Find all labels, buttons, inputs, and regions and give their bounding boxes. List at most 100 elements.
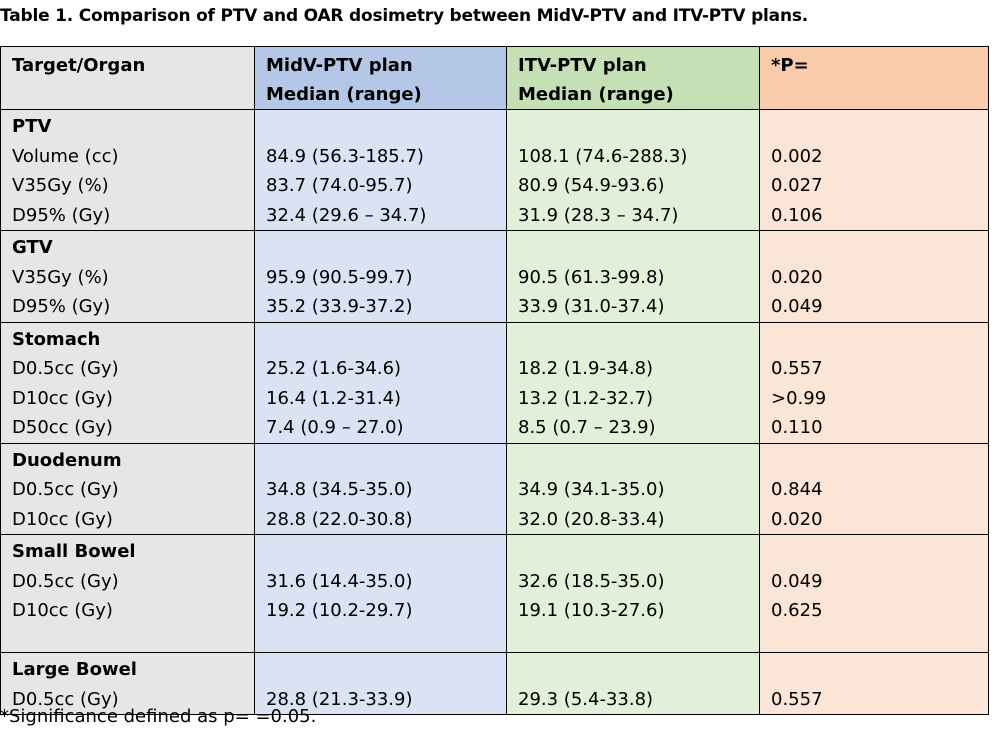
organ-value: D50cc (Gy) xyxy=(12,417,113,438)
dosimetry-table: Target/Organ MidV-PTV plan Median (range… xyxy=(0,46,989,715)
itv-value: 18.2 (1.9-34.8) xyxy=(518,358,654,379)
midv-cell: 31.6 (14.4-35.0) 19.2 (10.2-29.7) xyxy=(254,534,507,653)
group-spacer xyxy=(266,325,506,355)
itv-value: 34.9 (34.1-35.0) xyxy=(518,479,665,500)
midv-value: 16.4 (1.2-31.4) xyxy=(266,387,402,409)
table-row: Stomach D0.5cc (Gy) D10cc (Gy) D50cc (Gy) 25… xyxy=(0,321,989,444)
p-value-value: 0.027 xyxy=(771,175,823,196)
header-itv: ITV-PTV plan Median (range) xyxy=(506,46,760,110)
organ-value: D10cc (Gy) xyxy=(12,387,113,409)
group-spacer xyxy=(518,655,759,685)
group-spacer xyxy=(771,446,988,476)
group-spacer xyxy=(771,233,988,263)
p-value-cell: 0.557 >0.99 0.110 xyxy=(759,321,989,444)
group-spacer xyxy=(518,446,759,476)
header-itv-title: ITV-PTV plan xyxy=(518,55,647,76)
p-value-cell: 0.049 0.625 xyxy=(759,534,989,653)
header-midv: MidV-PTV plan Median (range) xyxy=(254,46,507,110)
table-row: PTV Volume (cc) V35Gy (%) D95% (Gy) 84.9 (56… xyxy=(0,109,989,231)
organ-cell: GTV V35Gy (%) D95% (Gy) xyxy=(0,230,255,323)
group-spacer xyxy=(771,655,988,685)
group-name: Duodenum xyxy=(12,449,122,471)
header-target: Target/Organ xyxy=(0,46,255,110)
group-name: Stomach xyxy=(12,328,101,350)
header-target-label: Target/Organ xyxy=(12,55,146,76)
header-row: Target/Organ MidV-PTV plan Median (range… xyxy=(0,46,989,110)
p-value-cell: 0.844 0.020 xyxy=(759,442,989,535)
p-value-value: 0.625 xyxy=(771,600,823,621)
itv-cell: 29.3 (5.4-33.8) xyxy=(506,652,760,715)
group-spacer xyxy=(266,655,506,685)
midv-value: 34.8 (34.5-35.0) xyxy=(266,479,413,500)
midv-value: 28.8 (21.3-33.9) xyxy=(266,688,413,710)
organ-value: D0.5cc (Gy) xyxy=(12,358,119,379)
group-name: Large Bowel xyxy=(12,659,137,680)
midv-value: 28.8 (22.0-30.8) xyxy=(266,508,413,530)
itv-value: 90.5 (61.3-99.8) xyxy=(518,266,665,288)
midv-value: 25.2 (1.6-34.6) xyxy=(266,358,402,379)
itv-value: 32.6 (18.5-35.0) xyxy=(518,570,665,592)
organ-cell: Large Bowel D0.5cc (Gy) xyxy=(0,652,255,715)
midv-value: 31.6 (14.4-35.0) xyxy=(266,570,413,592)
midv-cell: 25.2 (1.6-34.6) 16.4 (1.2-31.4) 7.4 (0.9 –… xyxy=(254,321,507,444)
itv-value: 108.1 (74.6-288.3) xyxy=(518,145,688,167)
organ-value: V35Gy (%) xyxy=(12,175,109,196)
itv-cell: 18.2 (1.9-34.8) 13.2 (1.2-32.7) 8.5 (0.7 –… xyxy=(506,321,760,444)
itv-value: 19.1 (10.3-27.6) xyxy=(518,600,665,621)
p-value-value: 0.020 xyxy=(771,508,823,530)
p-value-cell: 0.020 0.049 xyxy=(759,230,989,323)
table-row: Duodenum D0.5cc (Gy) D10cc (Gy) 34.8 (34.5-… xyxy=(0,442,989,535)
p-value-value: 0.020 xyxy=(771,266,823,288)
p-value-value: 0.002 xyxy=(771,145,823,167)
itv-cell: 34.9 (34.1-35.0) 32.0 (20.8-33.4) xyxy=(506,442,760,535)
organ-value: D0.5cc (Gy) xyxy=(12,688,119,710)
midv-cell: 34.8 (34.5-35.0) 28.8 (22.0-30.8) xyxy=(254,442,507,535)
p-value-value: 0.049 xyxy=(771,296,823,317)
itv-value: 32.0 (20.8-33.4) xyxy=(518,508,665,530)
p-value-value: 0.557 xyxy=(771,688,823,710)
midv-value: 95.9 (90.5-99.7) xyxy=(266,266,413,288)
midv-cell: 28.8 (21.3-33.9) xyxy=(254,652,507,715)
midv-value: 32.4 (29.6 – 34.7) xyxy=(266,204,427,226)
midv-value: 83.7 (74.0-95.7) xyxy=(266,175,413,196)
footnote: *Significance defined as p= =0.05. xyxy=(0,706,317,727)
itv-cell: 108.1 (74.6-288.3) 80.9 (54.9-93.6) 31.9 (… xyxy=(506,109,760,231)
itv-value: 13.2 (1.2-32.7) xyxy=(518,387,654,409)
table-row: Small Bowel D0.5cc (Gy) D10cc (Gy) 31.6 (14… xyxy=(0,534,989,653)
organ-value: D10cc (Gy) xyxy=(12,600,113,621)
p-value-cell: 0.557 xyxy=(759,652,989,715)
midv-value: 35.2 (33.9-37.2) xyxy=(266,296,413,317)
table-row: Large Bowel D0.5cc (Gy) 28.8 (21.3-33.9) 29… xyxy=(0,652,989,715)
group-name: GTV xyxy=(12,237,53,258)
p-value-value: 0.106 xyxy=(771,204,823,226)
itv-value: 80.9 (54.9-93.6) xyxy=(518,175,665,196)
group-spacer xyxy=(771,325,988,355)
header-midv-subtitle: Median (range) xyxy=(266,84,422,105)
organ-cell: PTV Volume (cc) V35Gy (%) D95% (Gy) xyxy=(0,109,255,231)
midv-cell: 95.9 (90.5-99.7) 35.2 (33.9-37.2) xyxy=(254,230,507,323)
group-spacer xyxy=(518,325,759,355)
p-value-value: 0.049 xyxy=(771,570,823,592)
organ-cell: Small Bowel D0.5cc (Gy) D10cc (Gy) xyxy=(0,534,255,653)
group-name: PTV xyxy=(12,116,52,137)
header-p: *P= xyxy=(759,46,989,110)
header-itv-subtitle: Median (range) xyxy=(518,84,674,105)
group-spacer xyxy=(771,112,988,142)
itv-value: 29.3 (5.4-33.8) xyxy=(518,688,654,710)
table-row: GTV V35Gy (%) D95% (Gy) 95.9 (90.5-99.7) 35.… xyxy=(0,230,989,323)
group-spacer xyxy=(518,112,759,142)
header-p-label: *P= xyxy=(771,55,809,76)
organ-value: D95% (Gy) xyxy=(12,204,111,226)
header-midv-title: MidV-PTV plan xyxy=(266,55,413,76)
organ-cell: Stomach D0.5cc (Gy) D10cc (Gy) D50cc (Gy) xyxy=(0,321,255,444)
organ-value: Volume (cc) xyxy=(12,145,119,167)
organ-value: D95% (Gy) xyxy=(12,296,111,317)
organ-value: D10cc (Gy) xyxy=(12,508,113,530)
group-spacer xyxy=(266,537,506,567)
itv-value: 8.5 (0.7 – 23.9) xyxy=(518,417,656,438)
p-value-value: >0.99 xyxy=(771,387,827,409)
group-name: Small Bowel xyxy=(12,541,136,562)
midv-value: 7.4 (0.9 – 27.0) xyxy=(266,417,404,438)
organ-value: D0.5cc (Gy) xyxy=(12,479,119,500)
organ-value: V35Gy (%) xyxy=(12,266,109,288)
